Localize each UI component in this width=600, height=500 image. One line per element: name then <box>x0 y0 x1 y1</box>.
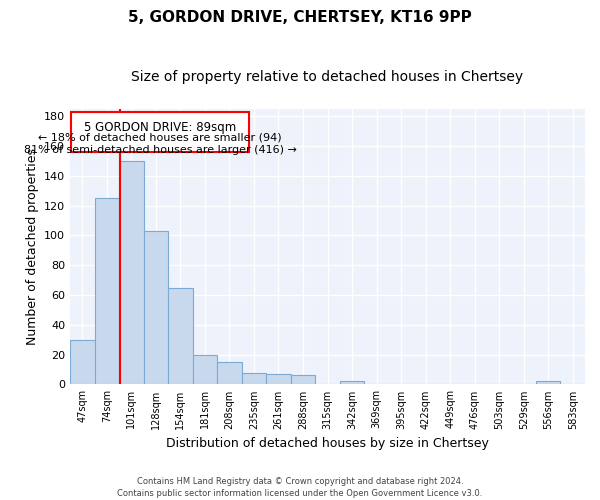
Text: 81% of semi-detached houses are larger (416) →: 81% of semi-detached houses are larger (… <box>24 145 296 155</box>
Text: 5 GORDON DRIVE: 89sqm: 5 GORDON DRIVE: 89sqm <box>84 120 236 134</box>
Bar <box>95 198 119 384</box>
Y-axis label: Number of detached properties: Number of detached properties <box>26 148 38 345</box>
Bar <box>291 376 315 384</box>
Text: 5, GORDON DRIVE, CHERTSEY, KT16 9PP: 5, GORDON DRIVE, CHERTSEY, KT16 9PP <box>128 10 472 25</box>
Bar <box>340 382 364 384</box>
Bar <box>193 354 217 384</box>
Bar <box>266 374 291 384</box>
Bar <box>536 382 560 384</box>
Bar <box>70 340 95 384</box>
Title: Size of property relative to detached houses in Chertsey: Size of property relative to detached ho… <box>131 70 524 84</box>
X-axis label: Distribution of detached houses by size in Chertsey: Distribution of detached houses by size … <box>166 437 489 450</box>
Text: Contains HM Land Registry data © Crown copyright and database right 2024.
Contai: Contains HM Land Registry data © Crown c… <box>118 476 482 498</box>
Bar <box>143 231 168 384</box>
Bar <box>119 161 143 384</box>
Bar <box>217 362 242 384</box>
Text: ← 18% of detached houses are smaller (94): ← 18% of detached houses are smaller (94… <box>38 133 282 143</box>
Bar <box>168 288 193 384</box>
Bar <box>71 112 249 152</box>
Bar <box>242 372 266 384</box>
